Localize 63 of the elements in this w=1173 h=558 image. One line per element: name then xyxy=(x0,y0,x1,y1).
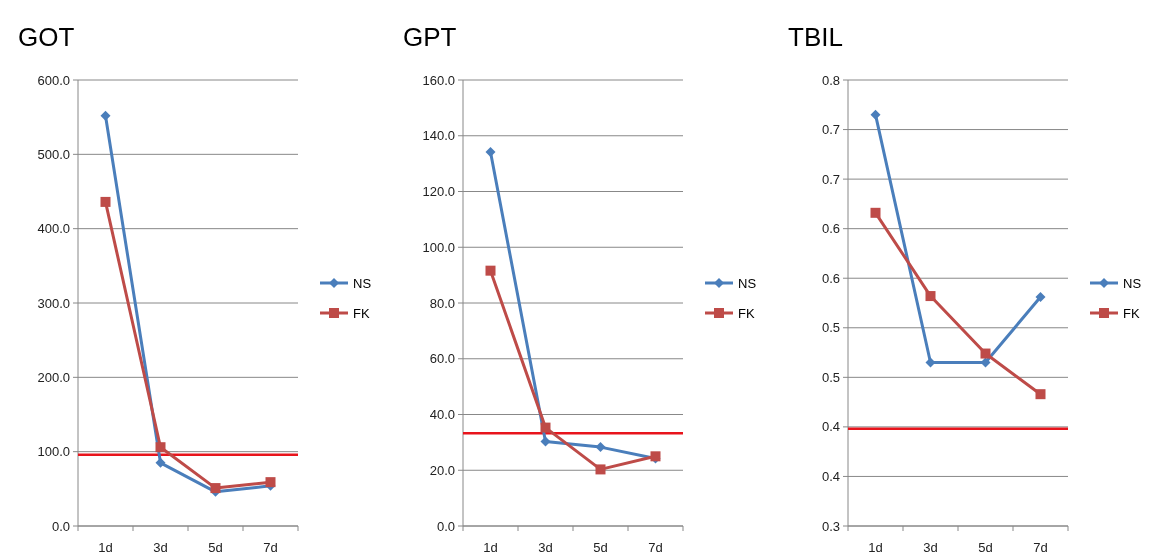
legend-label: NS xyxy=(353,275,372,291)
y-tick-label: 0.6 xyxy=(821,221,840,237)
point xyxy=(595,442,606,453)
y-tick-label: 100.0 xyxy=(422,239,455,255)
x-tick-label: 3d xyxy=(538,540,553,555)
x-tick-label: 3d xyxy=(153,540,168,555)
point xyxy=(100,196,111,207)
point xyxy=(595,464,606,475)
point xyxy=(870,207,881,218)
y-tick-label: 0.5 xyxy=(821,369,840,385)
point xyxy=(925,291,936,302)
y-tick-label: 0.5 xyxy=(821,320,840,336)
y-tick-label: 600.0 xyxy=(37,72,70,88)
y-tick-label: 0.4 xyxy=(821,419,840,435)
y-tick-label: 200.0 xyxy=(37,369,70,385)
y-tick-label: 120.0 xyxy=(422,184,455,200)
x-tick-label: 3d xyxy=(923,540,938,555)
y-tick-label: 0.6 xyxy=(821,270,840,286)
point xyxy=(540,422,551,433)
y-tick-label: 20.0 xyxy=(429,462,455,478)
x-tick-label: 5d xyxy=(208,540,223,555)
y-tick-label: 40.0 xyxy=(429,407,455,423)
chart-title: TBIL xyxy=(788,22,843,52)
legend-label: NS xyxy=(1123,275,1142,291)
point xyxy=(485,146,496,157)
point xyxy=(100,110,111,121)
legend-label: FK xyxy=(738,305,755,321)
point xyxy=(870,109,881,120)
y-tick-label: 500.0 xyxy=(37,146,70,162)
y-tick-label: 0.7 xyxy=(821,122,840,138)
y-tick-label: 140.0 xyxy=(422,128,455,144)
y-tick-label: 0.4 xyxy=(821,468,840,484)
x-tick-label: 1d xyxy=(483,540,498,555)
y-tick-label: 0.0 xyxy=(436,518,455,534)
chart-title: GOT xyxy=(18,22,75,52)
y-tick-label: 100.0 xyxy=(37,444,70,460)
y-tick-label: 0.3 xyxy=(821,518,840,534)
legend-label: FK xyxy=(1123,305,1140,321)
x-tick-label: 1d xyxy=(98,540,113,555)
legend-label: NS xyxy=(738,275,757,291)
y-tick-label: 80.0 xyxy=(429,295,455,311)
x-tick-label: 5d xyxy=(978,540,993,555)
point xyxy=(1035,389,1046,400)
point xyxy=(485,265,496,276)
y-tick-label: 300.0 xyxy=(37,295,70,311)
x-tick-label: 1d xyxy=(868,540,883,555)
x-tick-label: 7d xyxy=(1033,540,1048,555)
x-tick-label: 5d xyxy=(593,540,608,555)
point xyxy=(540,436,551,447)
y-tick-label: 160.0 xyxy=(422,72,455,88)
y-tick-label: 60.0 xyxy=(429,351,455,367)
y-tick-label: 0.0 xyxy=(51,518,70,534)
chart-title: GPT xyxy=(403,22,457,52)
y-tick-label: 400.0 xyxy=(37,221,70,237)
y-tick-label: 0.7 xyxy=(821,171,840,187)
point xyxy=(1035,292,1046,303)
x-tick-label: 7d xyxy=(648,540,663,555)
legend-label: FK xyxy=(353,305,370,321)
point xyxy=(980,348,991,359)
point xyxy=(155,457,166,468)
point xyxy=(155,442,166,453)
y-tick-label: 0.8 xyxy=(821,72,840,88)
x-tick-label: 7d xyxy=(263,540,278,555)
